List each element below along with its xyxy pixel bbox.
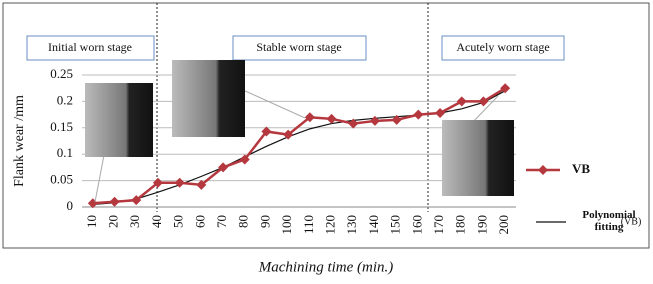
y-tick-label: 0.1 — [57, 145, 73, 160]
x-tick-label: 200 — [496, 215, 511, 235]
y-tick-label: 0.15 — [50, 119, 73, 134]
wear-photo — [85, 83, 153, 157]
y-tick-label: 0.25 — [50, 66, 73, 81]
data-point — [435, 108, 445, 118]
x-tick-label: 140 — [366, 215, 381, 235]
x-tick-label: 60 — [192, 215, 207, 228]
x-tick-label: 160 — [409, 215, 424, 235]
x-tick-label: 190 — [474, 215, 489, 235]
x-tick-label: 130 — [344, 215, 359, 235]
x-axis-label: Machining time (min.) — [258, 259, 394, 275]
photo-pointer — [95, 150, 105, 202]
stage-label: Stable worn stage — [256, 40, 341, 54]
data-point — [370, 116, 380, 126]
data-point — [327, 114, 337, 124]
data-point — [457, 96, 467, 106]
x-tick-label: 100 — [279, 215, 294, 235]
x-tick-label: 120 — [323, 215, 338, 235]
legend-marker — [538, 165, 548, 175]
y-axis-label: Flank wear /mm — [12, 95, 27, 187]
x-tick-label: 30 — [127, 215, 142, 228]
x-tick-label: 10 — [84, 215, 99, 228]
chart: Initial worn stage Stable worn stage Acu… — [0, 0, 653, 284]
x-tick-label: 180 — [453, 215, 468, 235]
x-tick-label: 70 — [214, 215, 229, 228]
stage-label: Acutely worn stage — [456, 40, 549, 54]
y-tick-label: 0.05 — [50, 172, 73, 187]
x-tick-label: 40 — [149, 215, 164, 228]
x-tick-label: 50 — [171, 215, 186, 228]
x-tick-label: 150 — [388, 215, 403, 235]
x-tick-label: 170 — [431, 215, 446, 235]
legend-label: Polynomial fitting — [574, 209, 644, 233]
stage-label: Initial worn stage — [48, 40, 132, 54]
wear-photo — [442, 120, 514, 196]
x-tick-label: 110 — [301, 215, 316, 234]
x-tick-label: 80 — [236, 215, 251, 228]
x-tick-label: 20 — [106, 215, 121, 228]
data-point — [413, 110, 423, 120]
data-point — [110, 197, 120, 207]
y-tick-label: 0 — [67, 198, 74, 213]
x-tick-label: 90 — [257, 215, 272, 228]
wear-photo — [172, 60, 245, 137]
y-tick-label: 0.2 — [57, 92, 73, 107]
page: Initial worn stage Stable worn stage Acu… — [0, 0, 653, 284]
legend-label: VB — [572, 161, 590, 176]
